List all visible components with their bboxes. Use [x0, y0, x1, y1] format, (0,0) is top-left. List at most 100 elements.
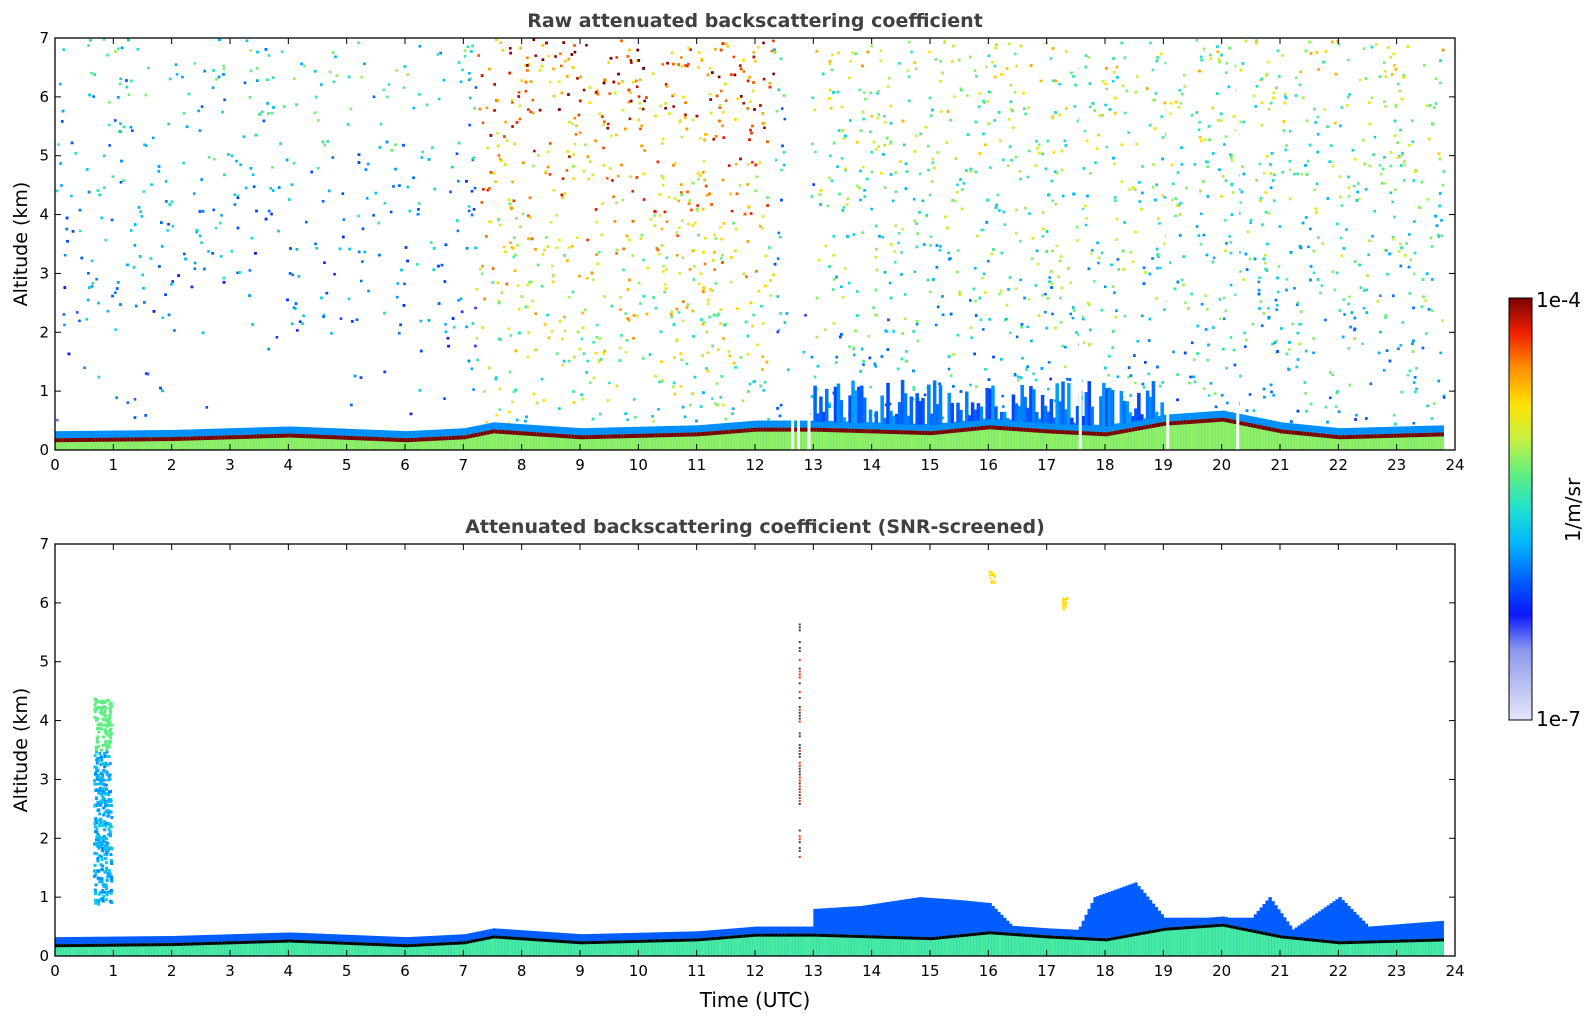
backscatter-pixel: [1083, 129, 1087, 133]
backscatter-pixel: [1029, 64, 1033, 67]
backscatter-pixel: [1198, 69, 1201, 73]
backscatter-pixel: [657, 407, 660, 411]
backscatter-pixel: [1361, 342, 1364, 346]
backscatter-pixel: [498, 157, 502, 161]
backscatter-pixel: [1072, 75, 1075, 78]
backscatter-pixel: [618, 346, 622, 350]
backscatter-pixel: [119, 122, 122, 125]
backscatter-pixel: [1396, 347, 1400, 351]
backscatter-pixel: [575, 124, 578, 128]
backscatter-pixel: [1283, 101, 1287, 105]
backscatter-pixel: [120, 46, 124, 50]
backscatter-pixel: [1285, 277, 1289, 281]
backscatter-pixel: [292, 161, 296, 165]
backscatter-pixel: [974, 120, 978, 124]
backscatter-pixel: [1354, 418, 1357, 421]
backscatter-pixel: [1299, 310, 1303, 313]
backscatter-pixel: [1276, 49, 1280, 53]
backscatter-pixel: [939, 245, 942, 248]
backscatter-pixel: [536, 153, 540, 157]
backscatter-pixel: [875, 268, 879, 272]
backscatter-pixel: [514, 253, 517, 257]
backscatter-pixel: [1239, 270, 1242, 273]
backscatter-pixel: [1347, 195, 1351, 198]
backscatter-pixel: [230, 249, 234, 253]
backscatter-pixel: [1069, 281, 1072, 285]
backscatter-pixel: [1304, 391, 1307, 395]
backscatter-pixel: [981, 328, 985, 331]
backscatter-pixel: [200, 241, 203, 244]
backscatter-pixel: [702, 251, 705, 254]
backscatter-pixel: [125, 79, 128, 82]
backscatter-pixel: [518, 331, 521, 335]
backscatter-pixel: [497, 154, 501, 157]
backscatter-pixel: [1001, 394, 1004, 398]
backscatter-pixel: [675, 339, 678, 343]
backscatter-pixel: [1179, 201, 1183, 205]
backscatter-pixel: [127, 93, 131, 97]
backscatter-pixel: [487, 187, 491, 190]
backscatter-pixel: [1285, 352, 1289, 356]
backscatter-pixel: [1385, 349, 1389, 352]
backscatter-pixel: [571, 122, 574, 126]
backscatter-pixel: [320, 83, 323, 86]
backscatter-pixel: [532, 392, 536, 396]
backscatter-pixel: [1347, 186, 1351, 190]
backscatter-pixel: [1127, 366, 1131, 369]
backscatter-pixel: [1408, 233, 1411, 236]
backscatter-pixel: [71, 229, 75, 233]
backscatter-pixel: [783, 117, 787, 121]
backscatter-pixel: [1408, 143, 1411, 147]
backscatter-pixel: [1383, 61, 1386, 64]
aerosol-peak: [145, 437, 149, 442]
backscatter-pixel: [496, 131, 499, 135]
backscatter-pixel: [1123, 221, 1126, 224]
backscatter-pixel: [1391, 294, 1395, 298]
backscatter-pixel: [1174, 214, 1178, 218]
backscatter-pixel: [97, 301, 100, 305]
backscatter-pixel: [504, 163, 507, 166]
backscatter-pixel: [628, 117, 632, 121]
backscatter-pixel: [187, 92, 191, 96]
backscatter-pixel: [974, 299, 977, 303]
backscatter-pixel: [1216, 92, 1219, 96]
backscatter-pixel: [691, 118, 695, 122]
backscatter-pixel: [1324, 405, 1328, 409]
backscatter-pixel: [1082, 317, 1085, 321]
backscatter-pixel: [252, 185, 256, 189]
backscatter-pixel: [479, 267, 482, 271]
aerosol-peak: [57, 438, 62, 443]
backscatter-pixel: [378, 146, 382, 149]
backscatter-pixel: [357, 161, 361, 164]
backscatter-pixel: [959, 87, 963, 90]
backscatter-pixel: [510, 207, 513, 210]
backscatter-pixel: [563, 315, 566, 319]
backscatter-pixel: [683, 116, 687, 119]
backscatter-pixel: [842, 137, 845, 140]
backscatter-pixel: [1362, 306, 1366, 310]
backscatter-pixel: [1255, 179, 1258, 182]
aerosol-peak: [75, 438, 79, 443]
backscatter-pixel: [615, 56, 619, 59]
backscatter-pixel: [656, 160, 660, 164]
backscatter-pixel: [1229, 251, 1233, 255]
backscatter-pixel: [1129, 374, 1133, 377]
backscatter-pixel: [1015, 64, 1018, 68]
backscatter-pixel: [731, 407, 735, 411]
backscatter-pixel: [133, 416, 137, 419]
backscatter-pixel: [535, 401, 539, 405]
backscatter-pixel: [96, 189, 100, 192]
backscatter-pixel: [1348, 295, 1351, 299]
backscatter-pixel: [624, 350, 628, 354]
backscatter-pixel: [1015, 208, 1018, 212]
backscatter-pixel: [1058, 82, 1061, 86]
backscatter-pixel: [416, 212, 420, 216]
backscatter-pixel: [406, 185, 410, 189]
backscatter-pixel: [1411, 119, 1414, 122]
backscatter-pixel: [595, 220, 598, 224]
backscatter-pixel: [1018, 239, 1022, 243]
backscatter-pixel: [640, 124, 644, 128]
backscatter-pixel: [921, 199, 925, 203]
backscatter-pixel: [207, 155, 211, 159]
backscatter-pixel: [698, 174, 702, 177]
